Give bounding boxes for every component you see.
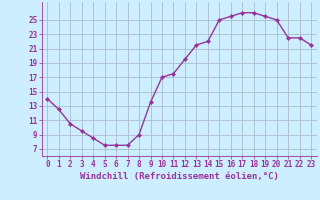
X-axis label: Windchill (Refroidissement éolien,°C): Windchill (Refroidissement éolien,°C): [80, 172, 279, 181]
